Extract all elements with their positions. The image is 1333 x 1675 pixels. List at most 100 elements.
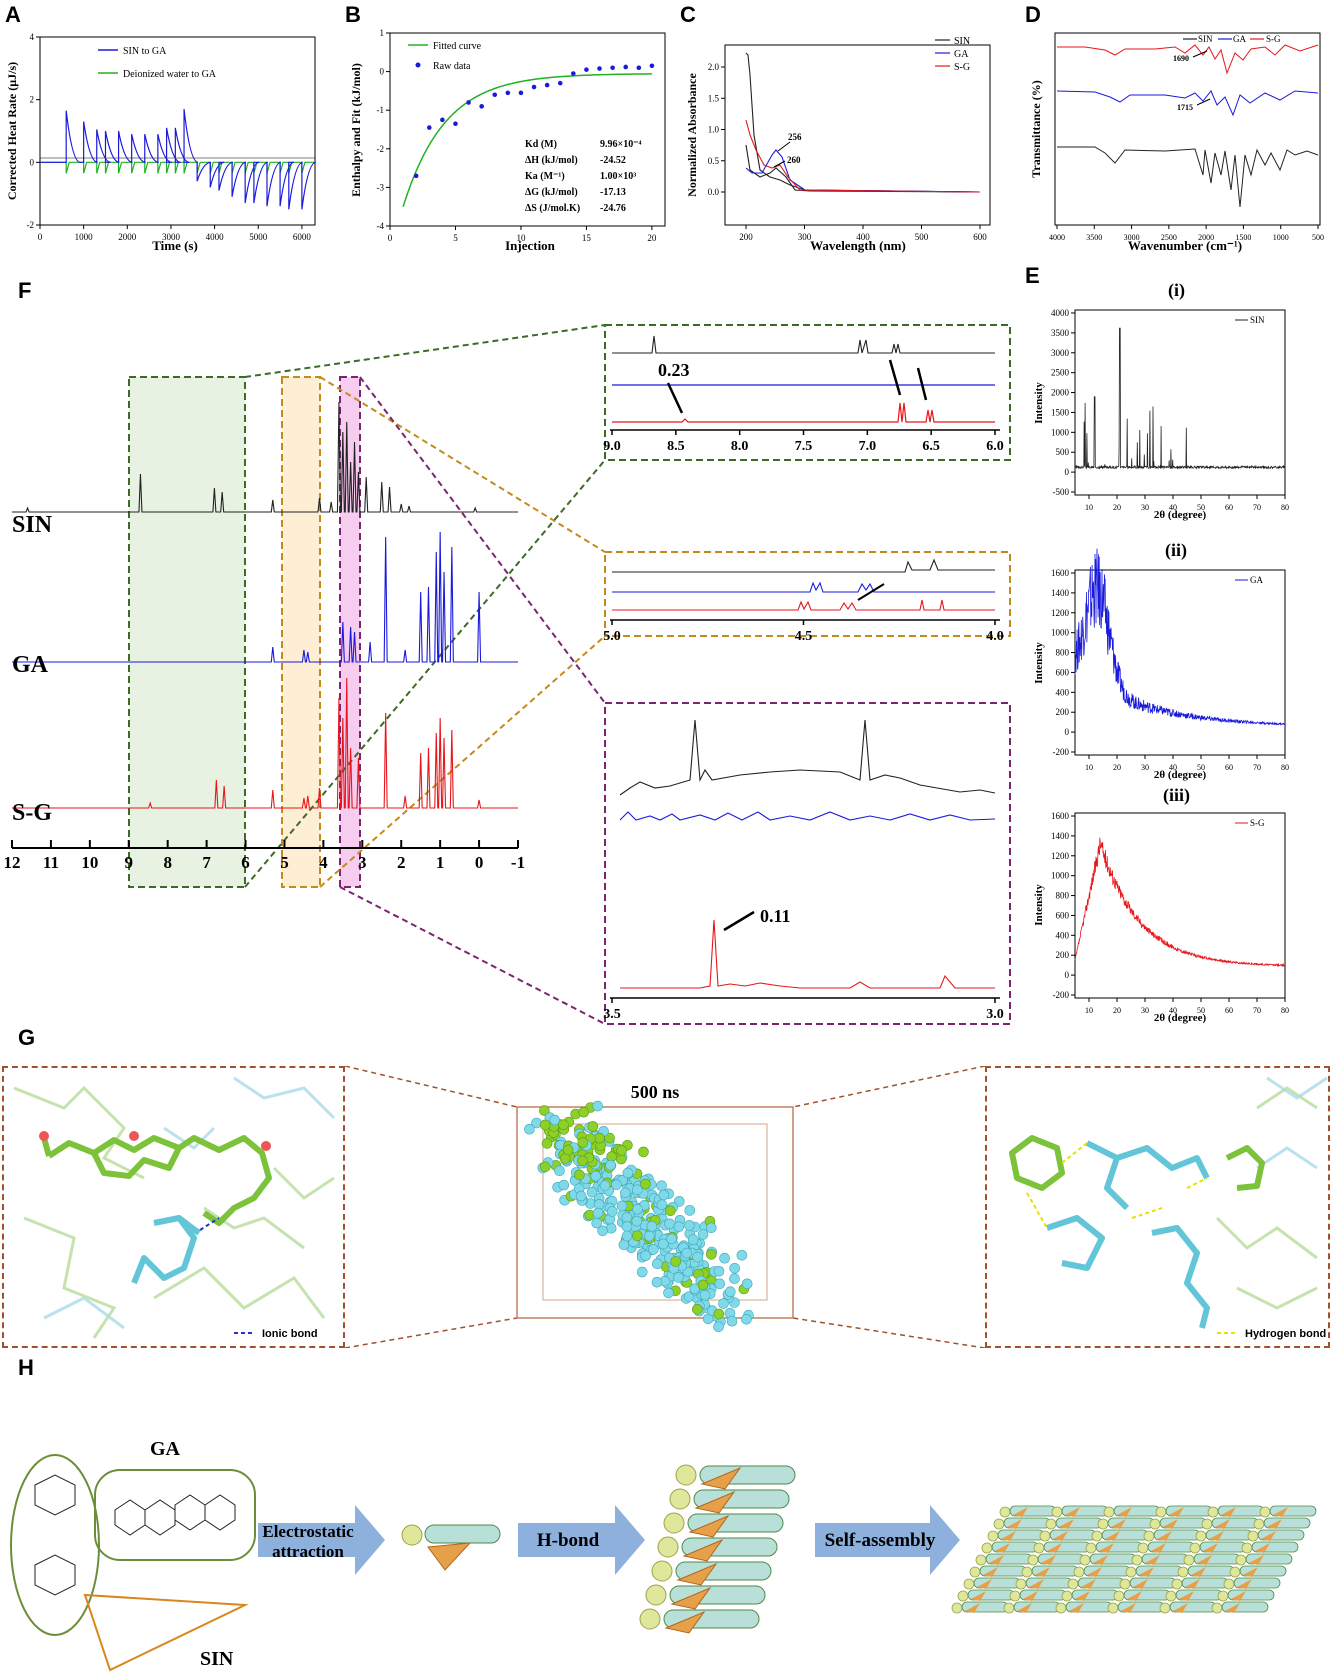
- param-value: -24.76: [600, 203, 626, 214]
- e2-ytick: 400: [1056, 687, 1070, 697]
- e1-xtick: 20: [1113, 503, 1121, 512]
- a-xtick: 0: [38, 232, 43, 242]
- e3-xtick: 30: [1141, 1006, 1149, 1015]
- e3-xlabel: 2θ (degree): [1154, 1012, 1207, 1024]
- zoom-xtick: 4.5: [795, 629, 813, 644]
- param-name: ΔH (kJ/mol): [525, 155, 578, 166]
- e2-ylabel: Intensity: [1033, 642, 1045, 684]
- f-xtick: 3: [358, 853, 367, 872]
- panel-label-b: B: [345, 2, 361, 27]
- raw-data-point: [413, 173, 419, 179]
- b-xtick: 10: [516, 233, 526, 243]
- series-c-ga: [745, 149, 981, 193]
- d-xtick: 2500: [1161, 233, 1177, 242]
- e2-ytick: 1400: [1051, 588, 1070, 598]
- d-xtick: 3500: [1086, 233, 1102, 242]
- h-arrow-3: Self-assembly: [825, 1530, 936, 1551]
- panel-label-d: D: [1025, 2, 1041, 27]
- chart-f: SIN GA S-G 12 11 10 9 8 7 6 5 4 3 2 1 0 -1 0.23 9.0 8.…: [4, 324, 1011, 1025]
- legend-e-sg: S-G: [1250, 818, 1265, 828]
- c-ytick: 1.0: [708, 125, 720, 135]
- zoom-xtick: 4.0: [986, 629, 1004, 644]
- e1-xtick: 80: [1281, 503, 1289, 512]
- c-ann-256: 256: [788, 132, 802, 142]
- h-arrow-2: H-bond: [537, 1530, 600, 1551]
- c-ytick: 2.0: [708, 62, 720, 72]
- zoom-xtick: 6.0: [986, 439, 1004, 454]
- d-xtick: 500: [1312, 233, 1324, 242]
- b-ytick: -3: [377, 182, 385, 192]
- b-ytick: 1: [380, 28, 385, 38]
- f-xtick: 1: [436, 853, 445, 872]
- series-e-sin: [1074, 327, 1286, 470]
- e3-ytick: 1000: [1051, 871, 1070, 881]
- zoom-xtick: 6.5: [922, 439, 940, 454]
- a-xtick: 4000: [206, 232, 225, 242]
- param-value: 9.96×10⁻⁴: [600, 139, 641, 150]
- arrow-self-assembly: [815, 1505, 960, 1575]
- c-xlabel: Wavelength (nm): [810, 238, 906, 253]
- g-legend-hbond: Hydrogen bond: [1245, 1328, 1326, 1340]
- raw-data-point: [649, 63, 655, 69]
- e3-xtick: 10: [1085, 1006, 1093, 1015]
- e3-xtick: 70: [1253, 1006, 1261, 1015]
- series-c-sin: [745, 52, 981, 193]
- g-right-structure: Hydrogen bond: [1009, 1076, 1328, 1340]
- b-xtick: 5: [453, 233, 458, 243]
- panel-label-c: C: [680, 2, 696, 27]
- e1-xtick: 10: [1085, 503, 1093, 512]
- chart-c: 0.00.51.01.52.0 200 300 400 500 600 256 260 …: [685, 36, 991, 253]
- c-ytick: 0.5: [708, 156, 720, 166]
- f-xtick: 7: [202, 853, 211, 872]
- raw-data-point: [557, 80, 563, 86]
- e3-xtick: 60: [1225, 1006, 1233, 1015]
- legend-e-sin: SIN: [1250, 315, 1265, 325]
- e1-xtick: 70: [1253, 503, 1261, 512]
- nmr-sin: [12, 401, 518, 513]
- f-xtick: 5: [280, 853, 289, 872]
- f-xtick: 8: [163, 853, 172, 872]
- e1-ytick: 2500: [1051, 368, 1070, 378]
- f-xtick: 4: [319, 853, 328, 872]
- e2-ytick: 1200: [1051, 608, 1070, 618]
- param-value: -17.13: [600, 187, 626, 198]
- series-e-sg: [1074, 837, 1286, 968]
- a-ytick: 0: [30, 157, 35, 167]
- series-d-sin: [1057, 146, 1319, 208]
- h-arrow-1-line2: attraction: [272, 1542, 344, 1561]
- e3-ytick: 1400: [1051, 831, 1070, 841]
- raw-data-point: [623, 64, 629, 70]
- raw-data-point: [505, 90, 511, 96]
- d-ann-1690: 1690: [1173, 54, 1189, 63]
- raw-data-point: [531, 84, 537, 90]
- f-xtick: 0: [475, 853, 484, 872]
- a-ylabel: Corrected Heat Rate (µJ/s): [5, 62, 19, 200]
- h-stack: [639, 1464, 796, 1634]
- arrow-electrostatic: [258, 1505, 385, 1575]
- param-value: 1.00×10³: [600, 171, 636, 182]
- g-time-label: 500 ns: [631, 1082, 680, 1102]
- b-xtick: 0: [388, 233, 393, 243]
- b-ytick: -1: [377, 105, 385, 115]
- e2-ytick: 1000: [1051, 628, 1070, 638]
- e3-ytick: 1600: [1051, 811, 1070, 821]
- series-e-ga: [1074, 548, 1286, 726]
- d-xtick: 2000: [1198, 233, 1214, 242]
- param-name: ΔS (J/mol.K): [525, 203, 580, 214]
- e3-ytick: 600: [1056, 910, 1070, 920]
- g-left-structure: Ionic bond: [13, 1076, 336, 1340]
- legend-sin-to-ga: SIN to GA: [123, 46, 167, 57]
- h-ga-frame: [94, 1469, 256, 1561]
- zoom-xtick: 8.5: [667, 439, 685, 454]
- series-d-ga: [1056, 90, 1319, 117]
- e3-ytick: 1200: [1051, 851, 1070, 861]
- raw-data-point: [597, 66, 602, 71]
- panel-label-f: F: [18, 278, 32, 303]
- e2-ytick: 200: [1056, 707, 1070, 717]
- b-xtick: 15: [582, 233, 592, 243]
- raw-data-point: [610, 65, 615, 71]
- legend-d-ga: GA: [1233, 34, 1246, 44]
- c-ylabel: Normalized Absorbance: [685, 72, 699, 196]
- c-ann-260: 260: [787, 155, 801, 165]
